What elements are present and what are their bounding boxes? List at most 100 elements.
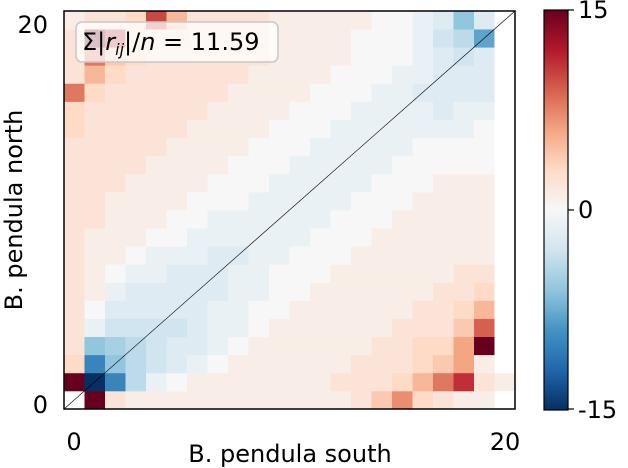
heatmap-cell: [494, 101, 516, 120]
heatmap-cell: [433, 336, 454, 356]
heatmap-cell: [64, 246, 85, 265]
heatmap-cell: [146, 191, 167, 211]
heatmap-cell: [310, 228, 331, 247]
heatmap-cell: [474, 264, 495, 283]
heatmap-cell: [289, 264, 311, 283]
heatmap-cell: [392, 336, 413, 356]
heatmap-cell: [105, 155, 126, 175]
heatmap-cell: [64, 119, 85, 139]
x-axis-label: B. pendula south: [188, 440, 391, 468]
heatmap-cell: [64, 191, 85, 211]
heatmap-cell: [330, 264, 352, 283]
heatmap-cell: [64, 137, 85, 157]
heatmap-cell: [166, 155, 188, 175]
heatmap-cell: [125, 282, 147, 301]
heatmap-cell: [392, 155, 413, 175]
heatmap-cell: [412, 101, 434, 120]
heatmap-cell: [412, 228, 434, 247]
heatmap-cell: [125, 318, 147, 338]
heatmap-cell: [433, 354, 454, 374]
heatmap-cell: [146, 264, 167, 283]
heatmap-cell: [64, 300, 85, 319]
heatmap-cell: [433, 318, 454, 338]
heatmap-cell: [310, 210, 331, 229]
heatmap-cell: [330, 372, 352, 392]
heatmap-cell: [125, 246, 147, 265]
heatmap-cell: [289, 47, 311, 66]
heatmap-cell: [166, 210, 188, 229]
heatmap-cell: [330, 282, 352, 301]
heatmap-cell: [146, 119, 167, 139]
heatmap-cell: [433, 246, 454, 265]
heatmap-cell: [125, 137, 147, 157]
heatmap-cell: [289, 372, 311, 392]
heatmap-cell: [310, 318, 331, 338]
heatmap-cell: [392, 282, 413, 301]
heatmap-cell: [84, 119, 106, 139]
heatmap-cell: [330, 210, 352, 229]
heatmap-cell: [105, 246, 126, 265]
heatmap-cell: [494, 300, 516, 319]
heatmap-cell: [248, 264, 270, 283]
heatmap-cell: [64, 228, 85, 247]
heatmap-cell: [310, 29, 331, 48]
heatmap-cell: [146, 228, 167, 247]
heatmap-cell: [351, 282, 372, 301]
heatmap-cell: [187, 83, 208, 102]
heatmap-cell: [351, 246, 372, 265]
heatmap-cell: [351, 29, 372, 48]
heatmap-cell: [105, 137, 126, 157]
heatmap-cell: [146, 173, 167, 193]
heatmap-cell: [371, 47, 393, 66]
heatmap-cell: [392, 228, 413, 247]
heatmap-cell: [289, 300, 311, 319]
heatmap-cell: [351, 390, 372, 410]
heatmap-cell: [105, 336, 126, 356]
heatmap-cell: [269, 336, 290, 356]
heatmap-cell: [269, 137, 290, 157]
heatmap-cell: [146, 155, 167, 175]
heatmap-cell: [433, 11, 454, 30]
heatmap-cell: [64, 264, 85, 283]
heatmap-cell: [392, 390, 413, 410]
heatmap-cell: [310, 282, 331, 301]
heatmap-cell: [453, 101, 475, 120]
heatmap-cell: [494, 228, 516, 247]
heatmap-cell: [248, 390, 270, 410]
heatmap-cell: [330, 300, 352, 319]
heatmap-cell: [494, 173, 516, 193]
heatmap-cell: [392, 191, 413, 211]
heatmap-cell: [310, 300, 331, 319]
heatmap-cell: [64, 372, 85, 392]
heatmap-cell: [351, 83, 372, 102]
heatmap-cell: [351, 336, 372, 356]
heatmap-cell: [474, 336, 495, 356]
heatmap-cell: [84, 300, 106, 319]
heatmap-cell: [228, 354, 249, 374]
heatmap-cell: [146, 137, 167, 157]
heatmap-cell: [84, 173, 106, 193]
heatmap-cell: [351, 173, 372, 193]
heatmap-cell: [412, 173, 434, 193]
heatmap-cell: [84, 101, 106, 120]
heatmap-cell: [453, 282, 475, 301]
heatmap-cell: [207, 83, 229, 102]
heatmap-cell: [392, 65, 413, 84]
heatmap-cell: [474, 282, 495, 301]
heatmap-cell: [187, 246, 208, 265]
heatmap-cell: [228, 282, 249, 301]
heatmap-cell: [248, 155, 270, 175]
heatmap-cell: [310, 11, 331, 30]
heatmap-cell: [392, 246, 413, 265]
heatmap-cell: [105, 119, 126, 139]
heatmap-cell: [310, 101, 331, 120]
heatmap-cell: [433, 191, 454, 211]
heatmap-cell: [289, 246, 311, 265]
heatmap-cell: [371, 336, 393, 356]
heatmap-cell: [187, 336, 208, 356]
heatmap-cell: [248, 173, 270, 193]
heatmap-cell: [207, 119, 229, 139]
heatmap-cell: [474, 155, 495, 175]
heatmap-cell: [412, 246, 434, 265]
heatmap-cell: [64, 282, 85, 301]
